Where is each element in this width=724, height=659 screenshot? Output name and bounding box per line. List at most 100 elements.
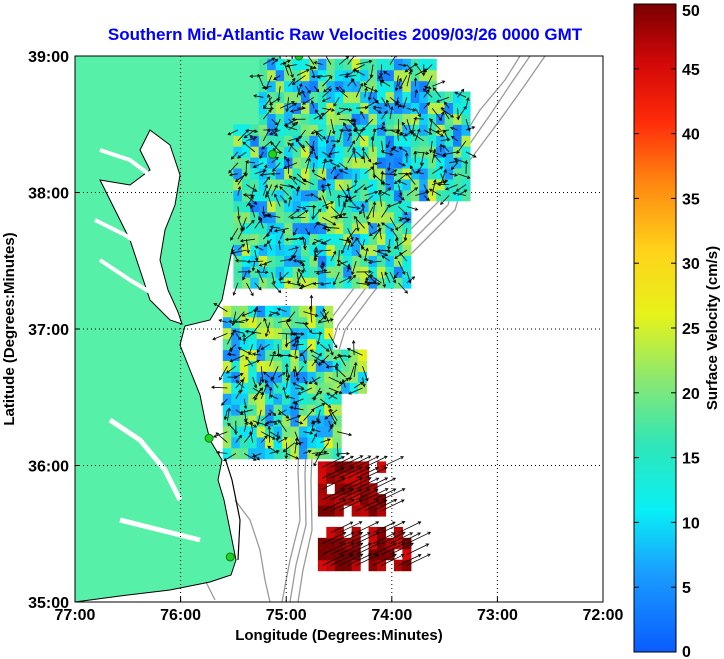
velocity-arrow (323, 85, 332, 93)
velocity-arrow (429, 140, 433, 154)
velocity-arrow (297, 268, 306, 284)
velocity-arrow (266, 228, 273, 238)
velocity-cell (239, 436, 249, 449)
velocity-cell (349, 360, 359, 372)
velocity-arrow (346, 347, 363, 356)
velocity-arrow (364, 455, 388, 468)
velocity-arrow (230, 151, 239, 160)
velocity-arrow (311, 162, 316, 174)
velocity-arrow (237, 185, 242, 196)
velocity-arrow (330, 488, 355, 501)
velocity-cell (273, 327, 283, 340)
velocity-arrow (232, 282, 239, 296)
velocity-cell (326, 135, 336, 147)
velocity-cell (300, 178, 311, 191)
velocity-arrow (338, 128, 344, 141)
velocity-arrow (252, 376, 258, 389)
y-axis-label: Latitude (Degrees:Minutes) (1, 232, 18, 425)
velocity-cell (393, 266, 403, 278)
velocity-cell (334, 167, 344, 180)
velocity-arrow (381, 203, 391, 218)
velocity-cell (326, 494, 336, 506)
velocity-cell (444, 178, 454, 191)
y-tick-label: 39:00 (28, 49, 69, 66)
velocity-arrow (372, 532, 396, 544)
velocity-arrow (455, 184, 467, 192)
velocity-cell (309, 146, 319, 158)
velocity-cell (241, 124, 251, 136)
velocity-arrow (398, 184, 403, 197)
velocity-arrow (368, 86, 374, 101)
velocity-cell (351, 113, 361, 125)
velocity-cell (250, 200, 260, 213)
velocity-arrow (303, 449, 312, 454)
velocity-cell (351, 537, 361, 550)
velocity-cell (368, 167, 378, 180)
velocity-arrow (389, 271, 396, 284)
velocity-cell (393, 80, 403, 93)
x-tick-label: 77:00 (55, 607, 96, 624)
velocity-cell (393, 244, 403, 256)
velocity-arrow (372, 553, 397, 566)
velocity-arrow (333, 173, 340, 180)
velocity-arrow (325, 365, 338, 369)
velocity-arrow (263, 238, 272, 247)
velocity-cell (368, 58, 378, 71)
velocity-cell (393, 91, 403, 104)
velocity-arrow (316, 75, 331, 79)
velocity-arrow (396, 119, 401, 134)
velocity-arrow (242, 333, 253, 341)
velocity-arrow (440, 195, 450, 205)
velocity-arrow (328, 420, 333, 430)
velocity-arrow (322, 456, 345, 468)
velocity-arrow (322, 75, 333, 87)
velocity-arrow (330, 250, 337, 262)
velocity-arrow (265, 420, 279, 425)
velocity-arrow (330, 143, 336, 153)
velocity-arrow (336, 107, 348, 115)
x-tick-label: 73:00 (477, 607, 518, 624)
velocity-arrow (316, 333, 321, 346)
velocity-cell (360, 58, 370, 71)
velocity-cell (334, 146, 344, 158)
velocity-arrow (354, 184, 365, 194)
velocity-arrow (246, 129, 259, 133)
velocity-arrow (229, 354, 245, 363)
y-axis-ticks: 39:00 38:00 37:00 36:00 35:00 (28, 49, 80, 612)
velocity-arrow (356, 488, 379, 501)
velocity-arrow (318, 442, 330, 457)
velocity-cell (241, 178, 251, 191)
velocity-arrow (347, 206, 361, 210)
velocity-cell (309, 189, 319, 202)
velocity-arrow (356, 532, 380, 544)
velocity-cell (351, 559, 361, 572)
velocity-cell (334, 266, 344, 278)
velocity-arrow (237, 206, 241, 220)
velocity-cell (341, 371, 351, 383)
velocity-cell (368, 91, 378, 104)
velocity-arrow (269, 225, 281, 229)
velocity-cell (300, 69, 311, 82)
velocity-arrow (347, 132, 352, 142)
velocity-arrow (284, 333, 289, 348)
velocity-arrow (394, 97, 399, 107)
velocity-arrow (276, 86, 281, 103)
velocity-cell (436, 167, 446, 180)
velocity-arrow (322, 88, 332, 98)
velocity-arrow (307, 56, 315, 65)
velocity-arrow (269, 449, 280, 454)
velocity-cell (324, 349, 334, 361)
velocity-cell (351, 277, 361, 289)
velocity-cell (385, 80, 395, 93)
velocity-cell (461, 178, 471, 191)
velocity-arrow (328, 151, 340, 156)
velocity-arrow (254, 387, 262, 401)
velocity-arrow (274, 118, 281, 132)
velocity-arrow (339, 488, 363, 501)
velocity-arrow (387, 239, 391, 250)
velocity-cell (222, 360, 232, 372)
y-tick-label: 37:00 (28, 322, 69, 339)
velocity-cell (315, 414, 325, 427)
velocity-arrow (271, 58, 279, 65)
velocity-arrow (271, 366, 279, 381)
